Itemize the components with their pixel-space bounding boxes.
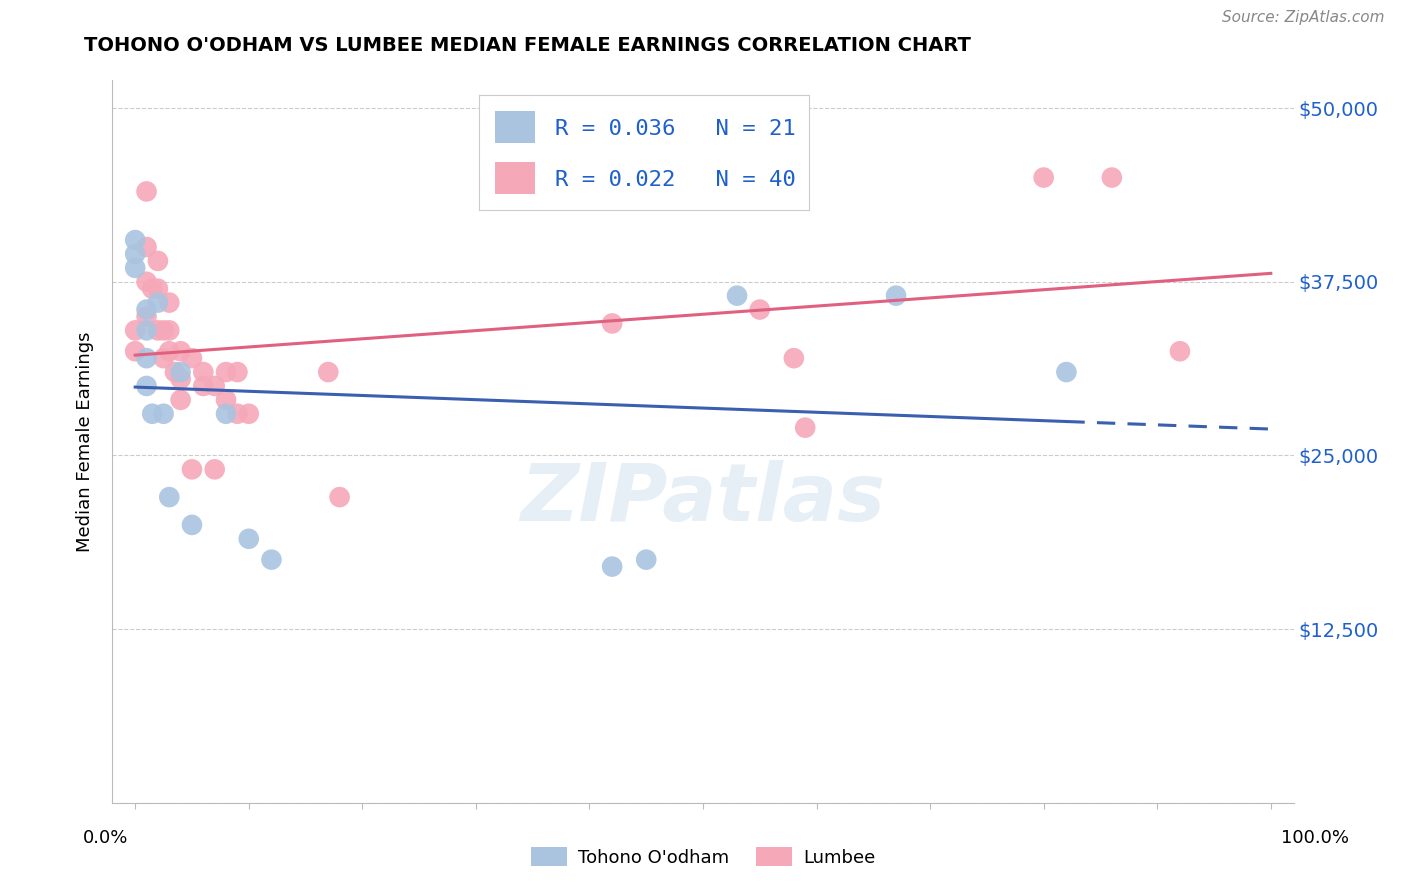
Text: TOHONO O'ODHAM VS LUMBEE MEDIAN FEMALE EARNINGS CORRELATION CHART: TOHONO O'ODHAM VS LUMBEE MEDIAN FEMALE E… (84, 36, 972, 54)
Point (169, 372, 191, 386)
Point (238, 407, 260, 421)
Point (204, 379, 226, 393)
Point (1168, 344, 1191, 359)
Point (169, 392, 191, 407)
Point (157, 295, 180, 310)
Point (135, 185, 157, 199)
Point (215, 407, 238, 421)
Point (124, 233, 146, 247)
Point (152, 323, 174, 337)
Point (215, 392, 238, 407)
Text: 100.0%: 100.0% (1281, 829, 1348, 847)
Point (146, 253, 169, 268)
Point (152, 351, 174, 366)
Point (146, 295, 169, 310)
Point (725, 288, 748, 302)
Point (181, 517, 204, 532)
Point (636, 552, 658, 566)
Point (146, 282, 169, 296)
Point (152, 407, 174, 421)
Y-axis label: Median Female Earnings: Median Female Earnings (76, 331, 94, 552)
Point (181, 462, 204, 476)
Point (884, 288, 907, 302)
Point (1032, 170, 1054, 185)
Text: ZIPatlas: ZIPatlas (520, 460, 886, 539)
Point (1054, 365, 1077, 379)
Point (238, 532, 260, 546)
Point (135, 310, 157, 324)
Point (124, 260, 146, 275)
Point (135, 275, 157, 289)
Point (169, 344, 191, 359)
Legend: Tohono O'odham, Lumbee: Tohono O'odham, Lumbee (523, 840, 883, 874)
Point (124, 344, 146, 359)
Point (124, 247, 146, 261)
Point (135, 323, 157, 337)
Point (169, 365, 191, 379)
Point (316, 365, 339, 379)
Point (135, 240, 157, 254)
Point (141, 282, 163, 296)
Point (204, 462, 226, 476)
Point (783, 351, 806, 366)
Point (215, 365, 238, 379)
Point (794, 420, 817, 434)
Point (600, 559, 623, 574)
Point (329, 490, 352, 504)
Point (600, 317, 623, 331)
Point (141, 407, 163, 421)
Point (124, 323, 146, 337)
Point (135, 351, 157, 366)
Point (157, 490, 180, 504)
Point (135, 302, 157, 317)
Point (157, 323, 180, 337)
Text: Source: ZipAtlas.com: Source: ZipAtlas.com (1222, 11, 1385, 25)
Point (226, 407, 249, 421)
Point (163, 365, 186, 379)
Point (193, 379, 215, 393)
Point (226, 365, 249, 379)
Point (1101, 170, 1123, 185)
Text: 0.0%: 0.0% (83, 829, 128, 847)
Point (181, 351, 204, 366)
Point (146, 323, 169, 337)
Point (578, 185, 600, 199)
Point (260, 552, 283, 566)
Point (193, 365, 215, 379)
Point (748, 302, 770, 317)
Point (135, 379, 157, 393)
Point (157, 344, 180, 359)
